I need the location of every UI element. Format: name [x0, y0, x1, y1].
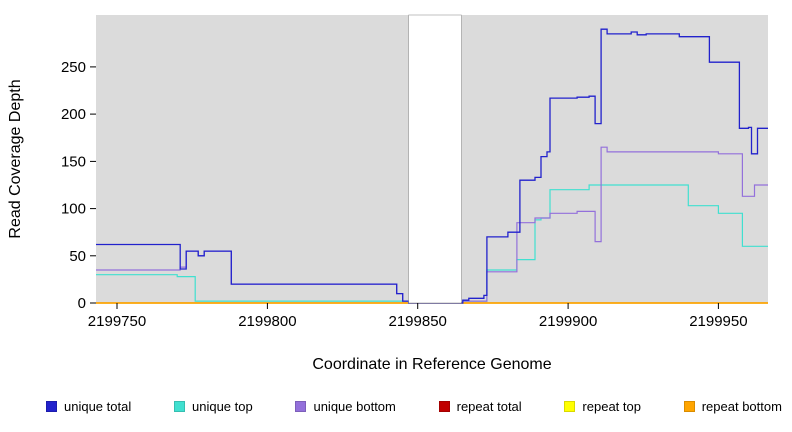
- legend-label: repeat top: [582, 399, 641, 414]
- y-axis-title: Read Coverage Depth: [7, 79, 24, 238]
- legend-item-unique-bottom: unique bottom: [295, 399, 396, 414]
- legend-item-repeat-top: repeat top: [564, 399, 641, 414]
- svg-text:2199800: 2199800: [238, 313, 296, 330]
- unique-total-swatch-icon: [46, 401, 57, 412]
- x-axis-title: Coordinate in Reference Genome: [312, 356, 552, 373]
- legend-item-unique-total: unique total: [46, 399, 131, 414]
- svg-text:200: 200: [61, 106, 86, 123]
- legend-item-unique-top: unique top: [173, 399, 253, 414]
- svg-text:100: 100: [61, 201, 86, 218]
- legend-label: unique bottom: [313, 399, 396, 414]
- svg-text:2199900: 2199900: [539, 313, 597, 330]
- repeat-bottom-swatch-icon: [683, 401, 695, 412]
- svg-text:0: 0: [78, 295, 86, 312]
- svg-text:2199750: 2199750: [88, 313, 146, 330]
- legend-label: repeat total: [456, 399, 522, 414]
- plot-area: 2199750 2199800 2199850 2199900 2199950 0 50 10…: [61, 14, 768, 330]
- svg-text:50: 50: [69, 248, 86, 265]
- svg-text:2199850: 2199850: [388, 313, 446, 330]
- legend-label: unique total: [64, 399, 132, 414]
- repeat-total-swatch-icon: [438, 401, 450, 412]
- legend-label: unique top: [191, 399, 253, 414]
- svg-text:150: 150: [61, 153, 86, 170]
- repeat-top-swatch-icon: [564, 401, 576, 412]
- unique-bottom-swatch-icon: [295, 401, 307, 412]
- legend-item-repeat-bottom: repeat bottom: [683, 399, 782, 414]
- legend: unique total unique top unique bottom re…: [46, 399, 782, 414]
- legend-label: repeat bottom: [701, 399, 782, 414]
- coverage-chart: 2199750 2199800 2199850 2199900 2199950 0 50 10…: [7, 14, 768, 330]
- svg-text:2199950: 2199950: [689, 313, 747, 330]
- legend-item-repeat-total: repeat total: [438, 399, 522, 414]
- svg-text:250: 250: [61, 59, 86, 76]
- unique-top-swatch-icon: [173, 401, 185, 412]
